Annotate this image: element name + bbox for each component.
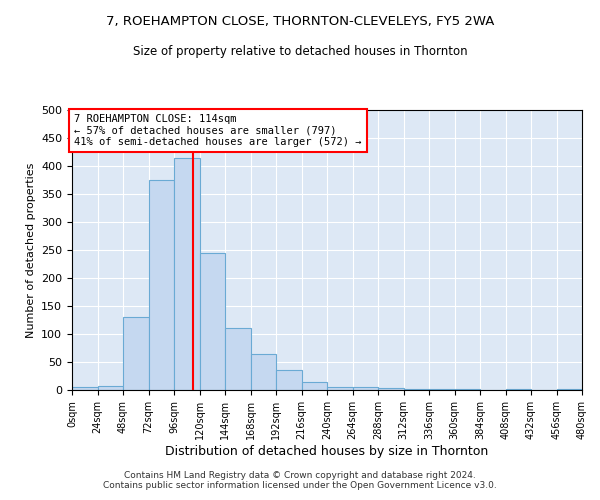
- Bar: [353, 387, 378, 390]
- Text: Contains HM Land Registry data © Crown copyright and database right 2024.
Contai: Contains HM Land Registry data © Crown c…: [103, 470, 497, 490]
- Bar: [225, 328, 251, 390]
- Bar: [251, 354, 276, 390]
- Bar: [149, 180, 174, 390]
- X-axis label: Distribution of detached houses by size in Thornton: Distribution of detached houses by size …: [166, 444, 488, 458]
- Bar: [302, 382, 327, 390]
- Bar: [378, 388, 404, 390]
- Bar: [72, 387, 97, 390]
- Bar: [505, 389, 531, 390]
- Text: 7 ROEHAMPTON CLOSE: 114sqm
← 57% of detached houses are smaller (797)
41% of sem: 7 ROEHAMPTON CLOSE: 114sqm ← 57% of deta…: [74, 114, 362, 147]
- Bar: [174, 158, 199, 390]
- Bar: [276, 370, 302, 390]
- Bar: [199, 253, 225, 390]
- Text: Size of property relative to detached houses in Thornton: Size of property relative to detached ho…: [133, 45, 467, 58]
- Y-axis label: Number of detached properties: Number of detached properties: [26, 162, 35, 338]
- Bar: [123, 317, 149, 390]
- Text: 7, ROEHAMPTON CLOSE, THORNTON-CLEVELEYS, FY5 2WA: 7, ROEHAMPTON CLOSE, THORNTON-CLEVELEYS,…: [106, 15, 494, 28]
- Bar: [327, 387, 353, 390]
- Bar: [97, 386, 123, 390]
